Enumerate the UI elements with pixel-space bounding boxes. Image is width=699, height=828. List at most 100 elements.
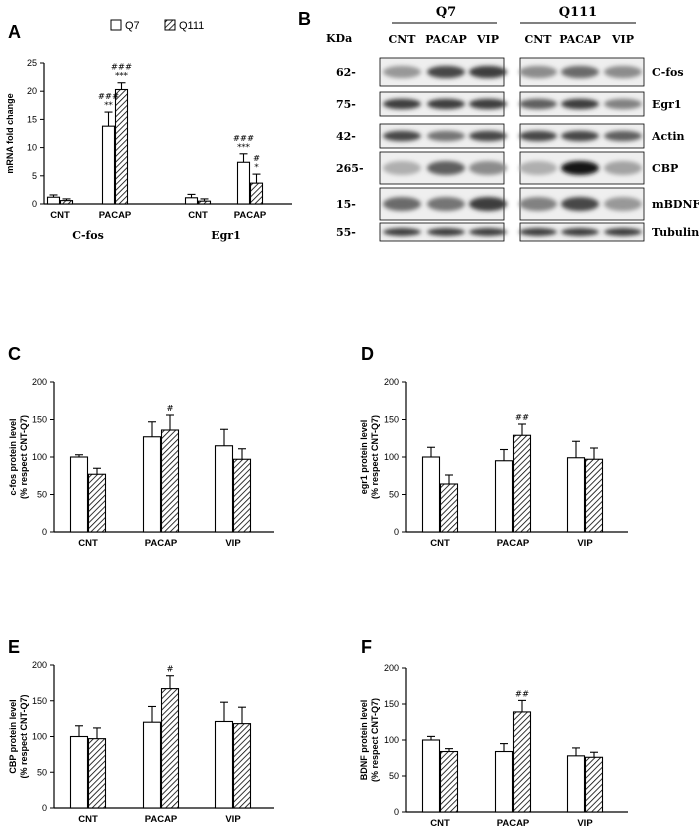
chart-a-bar-q111 bbox=[249, 182, 264, 205]
chart-e-cbp: 0 50 100 150 200 CBP protein level (% respect … bbox=[8, 660, 274, 825]
chart-e-y-label: CBP protein level bbox=[8, 699, 18, 773]
panel-label-e: E bbox=[8, 637, 20, 657]
blot-lane-q111-pacap: PACAP bbox=[559, 33, 601, 46]
blot-group-title-q111: Q111 bbox=[559, 5, 597, 20]
chart-e-y-label: (% respect CNT-Q7) bbox=[19, 694, 29, 778]
blot-band bbox=[604, 196, 642, 212]
chart-a-group-label: C-fos bbox=[72, 229, 104, 242]
chart-a-y-tick-label: 25 bbox=[27, 58, 37, 68]
blot-band bbox=[519, 228, 557, 236]
blot-protein-label: Tubulin bbox=[652, 226, 699, 239]
blot-band bbox=[604, 160, 642, 176]
chart-d-bar-q111 bbox=[584, 458, 604, 533]
blot-band bbox=[561, 65, 599, 79]
chart-f-y-tick-label: 0 bbox=[394, 807, 399, 817]
chart-d-category-label: PACAP bbox=[497, 538, 530, 549]
legend: Q7 Q111 bbox=[110, 19, 204, 32]
chart-a-y-label: mRNA fold change bbox=[5, 93, 15, 173]
chart-a-significance-mark: ### bbox=[98, 92, 119, 102]
blot-kda-marker: 75- bbox=[336, 98, 356, 111]
chart-a-bar-q7 bbox=[184, 197, 199, 205]
legend-swatch-q111 bbox=[164, 19, 176, 31]
chart-e-category-label: VIP bbox=[225, 814, 241, 825]
chart-a-y-tick-label: 15 bbox=[27, 114, 37, 124]
chart-d-category-label: CNT bbox=[430, 538, 450, 549]
chart-a-significance-mark: ### bbox=[111, 63, 132, 73]
blot-band bbox=[561, 160, 599, 176]
blot-lane-q7-cnt: CNT bbox=[389, 33, 417, 46]
blot-kda-marker: 55- bbox=[336, 226, 356, 239]
chart-e-y-tick-label: 0 bbox=[42, 803, 47, 813]
chart-d-bar-q7 bbox=[421, 456, 441, 533]
chart-a-significance-mark: * bbox=[254, 163, 259, 173]
blot-band bbox=[383, 98, 421, 110]
chart-f-category-label: PACAP bbox=[497, 818, 530, 828]
blot-kda-marker: 265- bbox=[336, 162, 364, 175]
blot-kda-marker: 62- bbox=[336, 66, 356, 79]
chart-c-bar-q111 bbox=[160, 429, 180, 533]
blot-protein-label: CBP bbox=[652, 162, 678, 175]
blot-band bbox=[427, 160, 465, 176]
blot-kda-marker: 15- bbox=[336, 198, 356, 211]
blot-band bbox=[519, 65, 557, 79]
legend-label-q7: Q7 bbox=[125, 20, 140, 32]
chart-d-bar-q7 bbox=[494, 460, 514, 533]
chart-c-category-label: PACAP bbox=[145, 538, 178, 549]
chart-a-significance-mark: ** bbox=[104, 101, 113, 111]
blot-band bbox=[427, 98, 465, 110]
blot-lane-q111-cnt: CNT bbox=[525, 33, 553, 46]
chart-f-bar-q111 bbox=[439, 750, 459, 813]
chart-e-category-label: CNT bbox=[78, 814, 98, 825]
blot-band bbox=[604, 65, 642, 79]
chart-a-category-label: PACAP bbox=[99, 210, 132, 221]
blot-band bbox=[427, 228, 465, 236]
chart-f-bdnf: 0 50 100 150 200 BDNF protein level (% respect… bbox=[359, 663, 628, 828]
chart-c-cfos: 0 50 100 150 200 c-fos protein level (% respec… bbox=[8, 377, 274, 549]
chart-c-y-label: c-fos protein level bbox=[8, 418, 18, 495]
panel-label-b: B bbox=[298, 9, 311, 29]
blot-band bbox=[469, 98, 507, 110]
chart-a-y-tick-label: 20 bbox=[27, 86, 37, 96]
blot-band bbox=[519, 98, 557, 110]
chart-f-y-label: BDNF protein level bbox=[359, 700, 369, 781]
chart-a-significance-mark: ### bbox=[233, 134, 254, 144]
blot-band bbox=[383, 160, 421, 176]
chart-f-y-tick-label: 100 bbox=[384, 735, 399, 745]
blot-lane-q7-vip: VIP bbox=[476, 33, 499, 46]
blot-band bbox=[561, 228, 599, 236]
chart-c-bar-q111 bbox=[87, 473, 107, 533]
chart-d-y-tick-label: 200 bbox=[384, 377, 399, 387]
chart-d-bar-q111 bbox=[512, 434, 532, 533]
blot-band bbox=[469, 196, 507, 212]
chart-c-category-label: VIP bbox=[225, 538, 241, 549]
blot-band bbox=[561, 196, 599, 212]
blot-protein-label: Actin bbox=[651, 130, 685, 143]
blot-band bbox=[383, 65, 421, 79]
blot-band bbox=[469, 65, 507, 79]
blot-group-title-q7: Q7 bbox=[436, 5, 456, 20]
chart-a-group-label: Egr1 bbox=[211, 229, 241, 242]
chart-d-significance-mark: ## bbox=[515, 413, 529, 423]
chart-c-y-tick-label: 200 bbox=[32, 377, 47, 387]
chart-c-y-label: (% respect CNT-Q7) bbox=[19, 415, 29, 499]
chart-a-y-tick-label: 0 bbox=[32, 199, 37, 209]
chart-d-category-label: VIP bbox=[577, 538, 593, 549]
panel-label-a: A bbox=[8, 22, 21, 42]
blot-band bbox=[383, 130, 421, 142]
chart-a-bar-q7 bbox=[46, 196, 61, 205]
legend-swatch-q7 bbox=[110, 19, 122, 31]
chart-c-significance-mark: # bbox=[166, 404, 173, 414]
chart-a-bar-q7 bbox=[101, 125, 116, 205]
blot-band bbox=[427, 65, 465, 79]
blot-protein-label: mBDNF bbox=[652, 198, 699, 211]
chart-a-category-label: CNT bbox=[50, 210, 70, 221]
chart-c-bar-q7 bbox=[69, 456, 89, 533]
chart-c-bar-q7 bbox=[142, 436, 162, 533]
chart-f-y-tick-label: 200 bbox=[384, 663, 399, 673]
blot-band bbox=[561, 130, 599, 142]
blot-band bbox=[469, 228, 507, 236]
chart-a-significance-mark: *** bbox=[237, 143, 251, 153]
chart-c-y-tick-label: 50 bbox=[37, 490, 47, 500]
blot-band bbox=[469, 160, 507, 176]
